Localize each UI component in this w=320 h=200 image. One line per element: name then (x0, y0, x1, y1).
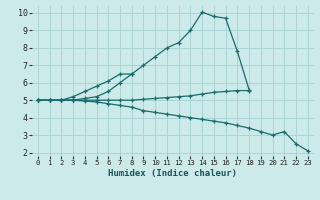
X-axis label: Humidex (Indice chaleur): Humidex (Indice chaleur) (108, 169, 237, 178)
